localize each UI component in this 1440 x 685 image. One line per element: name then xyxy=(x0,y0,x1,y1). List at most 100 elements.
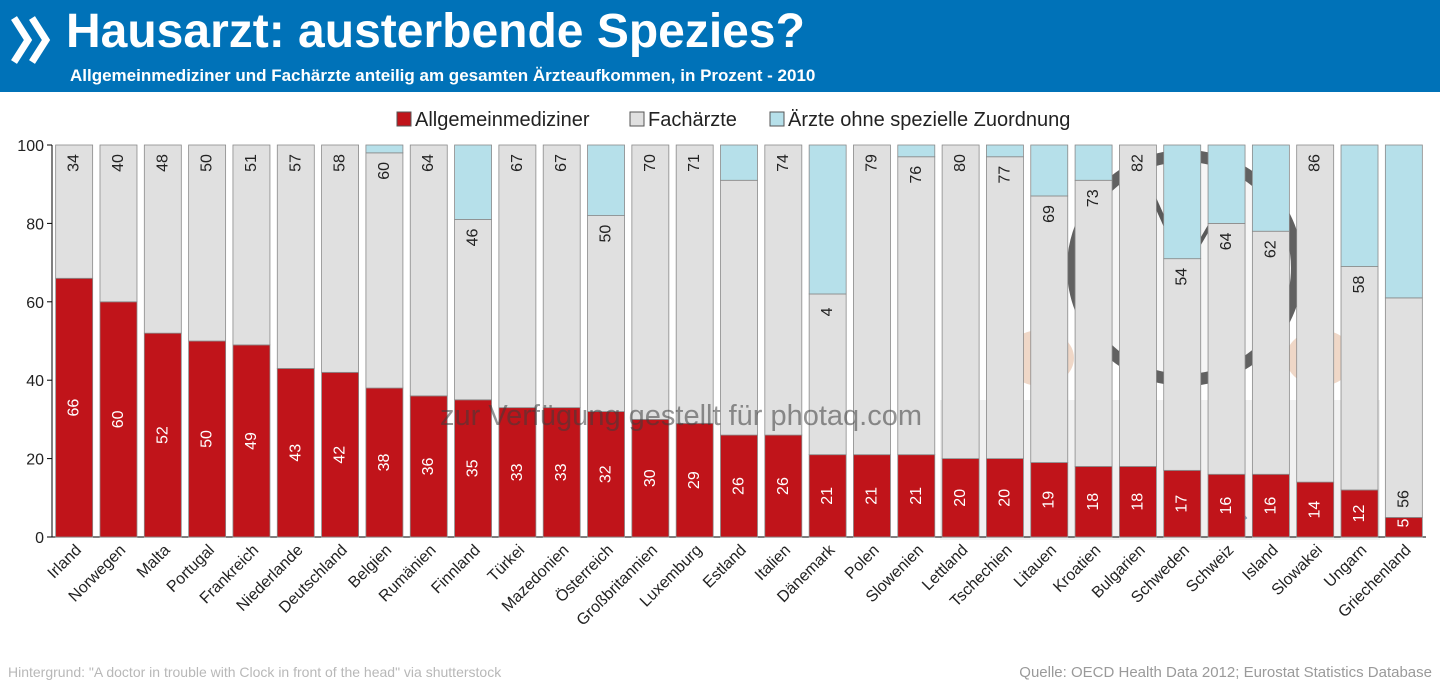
page-title: Hausarzt: austerbende Spezies? xyxy=(66,5,805,58)
data-label-fach: 34 xyxy=(66,154,83,172)
bar-fachaerzte xyxy=(587,215,625,412)
data-label-allgemein: 16 xyxy=(1218,497,1235,515)
bar-ohne-zuordnung xyxy=(1030,144,1069,197)
bar-fachaerzte xyxy=(1119,144,1157,467)
bar-fachaerzte xyxy=(986,156,1024,459)
data-label-fach: 50 xyxy=(598,225,615,243)
bar-ohne-zuordnung xyxy=(1384,144,1423,299)
bar-ohne-zuordnung xyxy=(1163,144,1202,260)
y-tick-label: 0 xyxy=(35,530,44,547)
bar-allgemeinmediziner xyxy=(1296,481,1335,538)
x-tick-label: Malta xyxy=(134,542,174,582)
data-label-allgemein: 36 xyxy=(420,457,437,475)
bar-allgemeinmediziner xyxy=(188,340,227,538)
bar-fachaerzte xyxy=(1296,144,1335,483)
bar-allgemeinmediziner xyxy=(409,395,448,538)
bar-ohne-zuordnung xyxy=(720,144,758,181)
data-label-allgemein: 32 xyxy=(598,465,615,483)
x-tick-label: Italien xyxy=(752,542,794,584)
data-label-allgemein: 52 xyxy=(154,426,171,444)
bar-allgemeinmediziner xyxy=(454,399,492,538)
bar-allgemeinmediziner xyxy=(764,434,803,538)
watermark: zur Verfügung gestellt für photaq.com xyxy=(440,400,923,432)
x-tick-label: Island xyxy=(1239,542,1281,584)
legend: Allgemeinmediziner Fachärzte Ärzte ohne … xyxy=(396,109,1070,131)
x-tick-label: Türkei xyxy=(485,542,528,585)
bar-fachaerzte xyxy=(1163,258,1202,471)
bar-fachaerzte xyxy=(1074,179,1113,467)
data-label-fach: 40 xyxy=(110,154,127,172)
header-bar: Hausarzt: austerbende Spezies? Allgemein… xyxy=(0,0,1440,92)
bar-fachaerzte xyxy=(1030,195,1069,463)
bar-allgemeinmediziner xyxy=(99,301,138,538)
data-label-fach: 67 xyxy=(509,154,526,172)
bar-fachaerzte xyxy=(99,144,138,303)
data-label-fach: 80 xyxy=(952,154,969,172)
data-label-allgemein: 66 xyxy=(66,399,83,417)
data-label-allgemein: 20 xyxy=(952,489,969,507)
bar-ohne-zuordnung xyxy=(1207,144,1246,224)
bar-fachaerzte xyxy=(853,144,891,456)
data-label-allgemein: 21 xyxy=(908,487,925,505)
bar-allgemeinmediziner xyxy=(498,407,537,538)
bar-fachaerzte xyxy=(542,144,581,409)
legend-swatch-allgemein xyxy=(396,111,412,127)
bar-fachaerzte xyxy=(276,144,315,369)
data-label-allgemein: 26 xyxy=(775,477,792,495)
data-label-fach: 74 xyxy=(775,154,792,172)
legend-swatch-fach xyxy=(629,111,645,127)
data-label-allgemein: 50 xyxy=(199,430,216,448)
bar-fachaerzte xyxy=(1251,230,1290,475)
data-label-fach: 58 xyxy=(1351,276,1368,294)
y-tick-label: 60 xyxy=(26,295,44,312)
data-label-allgemein: 18 xyxy=(1129,493,1146,511)
bar-allgemeinmediziner xyxy=(542,407,581,538)
data-label-fach: 73 xyxy=(1085,189,1102,207)
data-label-allgemein: 12 xyxy=(1351,504,1368,522)
data-label-fach: 71 xyxy=(686,154,703,172)
data-label-fach: 82 xyxy=(1129,154,1146,172)
bar-allgemeinmediziner xyxy=(941,458,980,538)
bar-allgemeinmediziner xyxy=(321,371,359,538)
source-note: Quelle: OECD Health Data 2012; Eurostat … xyxy=(1019,664,1432,681)
legend-label-allgemein: Allgemeinmediziner xyxy=(415,109,590,131)
bar-ohne-zuordnung xyxy=(897,144,936,158)
bar-fachaerzte xyxy=(941,144,980,460)
x-tick-label: Schweiz xyxy=(1183,542,1237,596)
data-label-allgemein: 33 xyxy=(553,463,570,481)
bar-allgemeinmediziner xyxy=(1119,466,1157,538)
bar-fachaerzte xyxy=(764,144,803,436)
data-label-fach: 57 xyxy=(287,154,304,172)
bar-fachaerzte xyxy=(720,179,758,436)
y-tick-label: 20 xyxy=(26,452,44,469)
bar-allgemeinmediziner xyxy=(631,418,670,538)
bar-allgemeinmediziner xyxy=(986,458,1024,538)
data-label-allgemein: 5 xyxy=(1395,518,1412,527)
background-credit: Hintergrund: "A doctor in trouble with C… xyxy=(8,664,502,680)
bar-ohne-zuordnung xyxy=(986,144,1024,158)
data-label-allgemein: 17 xyxy=(1174,495,1191,513)
y-tick-label: 100 xyxy=(17,138,44,155)
data-labels: 6634604052485050495143574258386036643546… xyxy=(66,154,1413,527)
bar-fachaerzte xyxy=(188,144,227,342)
bar-allgemeinmediziner xyxy=(587,411,625,538)
data-label-fach: 54 xyxy=(1174,268,1191,286)
bar-allgemeinmediziner xyxy=(1340,489,1379,538)
bar-ohne-zuordnung xyxy=(365,144,404,154)
data-label-fach: 62 xyxy=(1262,240,1279,258)
data-label-allgemein: 19 xyxy=(1041,491,1058,509)
x-tick-label: Estland xyxy=(700,542,750,592)
data-label-allgemein: 29 xyxy=(686,471,703,489)
bar-fachaerzte xyxy=(897,156,936,456)
bar-ohne-zuordnung xyxy=(1074,144,1113,181)
x-tick-label: Finnland xyxy=(428,542,483,597)
data-label-allgemein: 43 xyxy=(287,444,304,462)
data-label-allgemein: 18 xyxy=(1085,493,1102,511)
bar-fachaerzte xyxy=(808,293,847,456)
bar-fachaerzte xyxy=(321,144,359,373)
bar-ohne-zuordnung xyxy=(454,144,492,220)
bar-fachaerzte xyxy=(1384,297,1423,518)
bar-fachaerzte xyxy=(365,152,404,389)
